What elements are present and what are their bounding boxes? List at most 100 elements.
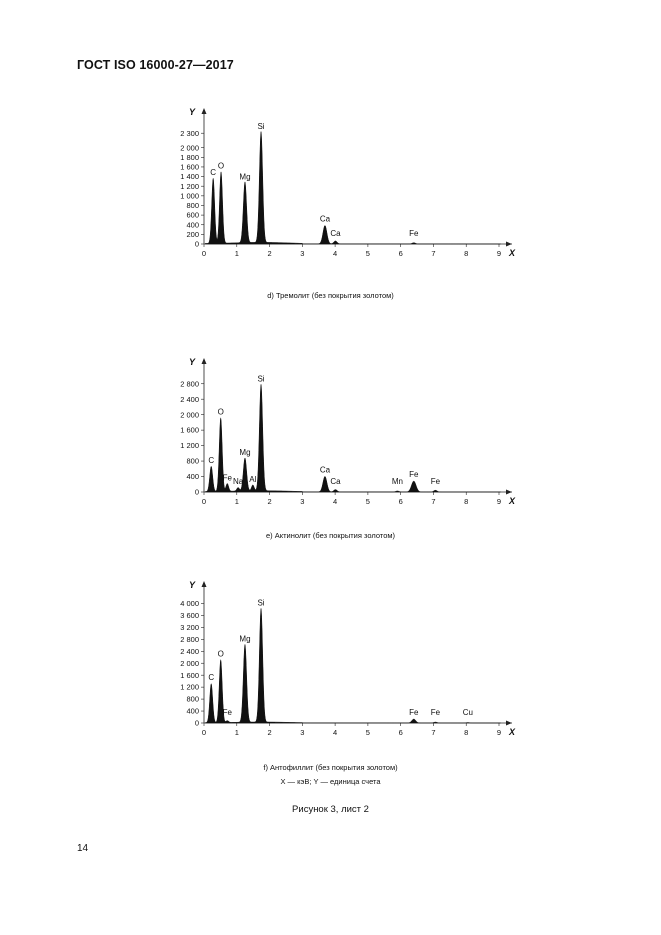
y-tick-label: 1 800 — [180, 153, 199, 162]
x-tick-label: 1 — [235, 497, 239, 506]
y-tick-label: 0 — [195, 719, 199, 728]
y-tick-label: 1 200 — [180, 683, 199, 692]
x-tick-label: 2 — [267, 249, 271, 258]
peak-label-cu: Cu — [463, 708, 473, 717]
y-tick-label: 1 000 — [180, 191, 199, 200]
x-tick-label: 7 — [431, 728, 435, 737]
peak-label-o: O — [218, 162, 224, 171]
x-tick-label: 0 — [202, 249, 206, 258]
y-axis-label: Y — [189, 580, 196, 590]
x-tick-label: 0 — [202, 497, 206, 506]
y-tick-label: 800 — [186, 695, 199, 704]
peak-label-mg: Mg — [239, 172, 250, 181]
peak-label-si: Si — [257, 598, 264, 607]
peak-label-mg: Mg — [239, 634, 250, 643]
peak-label-ca: Ca — [330, 229, 341, 238]
x-tick-label: 7 — [431, 497, 435, 506]
spectrum-trace — [205, 608, 501, 724]
figure-title: Рисунок 3, лист 2 — [292, 804, 369, 815]
y-tick-label: 2 800 — [180, 379, 199, 388]
peak-label-fe: Fe — [409, 470, 419, 479]
chart-caption-actinolite: e) Актинолит (без покрытия золотом) — [265, 531, 396, 540]
y-axis-label: Y — [189, 357, 196, 367]
x-axis-label: X — [508, 727, 516, 737]
peak-label-na: Na — [233, 477, 244, 486]
y-tick-label: 2 400 — [180, 395, 199, 404]
spectrum-trace — [205, 131, 501, 245]
y-tick-label: 0 — [195, 240, 199, 249]
y-tick-label: 0 — [195, 488, 199, 497]
y-tick-label: 3 200 — [180, 623, 199, 632]
y-tick-label: 600 — [186, 211, 199, 220]
x-tick-label: 6 — [399, 497, 403, 506]
y-tick-label: 4 000 — [180, 599, 199, 608]
x-tick-label: 0 — [202, 728, 206, 737]
y-axis-label: Y — [189, 107, 196, 117]
x-tick-label: 9 — [497, 249, 501, 258]
y-tick-label: 400 — [186, 707, 199, 716]
peak-label-fe: Fe — [223, 708, 233, 717]
peak-label-mg: Mg — [239, 448, 250, 457]
x-tick-label: 8 — [464, 728, 468, 737]
y-tick-label: 800 — [186, 457, 199, 466]
x-tick-label: 4 — [333, 249, 337, 258]
peak-label-fe: Fe — [409, 229, 419, 238]
x-tick-label: 9 — [497, 497, 501, 506]
peak-label-si: Si — [257, 375, 264, 384]
x-tick-label: 3 — [300, 497, 304, 506]
x-tick-label: 5 — [366, 728, 370, 737]
y-tick-label: 400 — [186, 472, 199, 481]
chart-caption-tremolite: d) Тремолит (без покрытия золотом) — [267, 291, 394, 300]
peak-label-fe: Fe — [223, 473, 233, 482]
peak-label-ca: Ca — [330, 477, 341, 486]
x-tick-label: 3 — [300, 728, 304, 737]
axis-units-note: X — кэВ; Y — единица счета — [280, 777, 381, 786]
x-tick-label: 4 — [333, 497, 337, 506]
x-axis-arrow — [506, 489, 512, 495]
x-tick-label: 8 — [464, 249, 468, 258]
y-tick-label: 400 — [186, 220, 199, 229]
y-axis-arrow — [201, 581, 207, 587]
peak-label-fe: Fe — [431, 708, 441, 717]
y-tick-label: 200 — [186, 230, 199, 239]
y-tick-label: 3 600 — [180, 611, 199, 620]
x-tick-label: 2 — [267, 728, 271, 737]
y-tick-label: 1 600 — [180, 671, 199, 680]
y-tick-label: 2 800 — [180, 635, 199, 644]
peak-label-fe: Fe — [409, 708, 419, 717]
peak-label-ca: Ca — [320, 466, 331, 475]
y-axis-arrow — [201, 108, 207, 114]
peak-label-si: Si — [257, 122, 264, 131]
y-tick-label: 2 000 — [180, 659, 199, 668]
peak-label-fe: Fe — [431, 477, 441, 486]
x-axis-label: X — [508, 248, 516, 258]
x-tick-label: 5 — [366, 249, 370, 258]
x-tick-label: 1 — [235, 249, 239, 258]
document-header: ГОСТ ISO 16000-27—2017 — [77, 58, 234, 72]
peak-label-al: Al — [249, 475, 256, 484]
x-axis-label: X — [508, 496, 516, 506]
page-number: 14 — [77, 843, 89, 854]
spectrum-chart-anthophyllite: Y X 0 400 800 1 200 1 600 2 000 2 400 2 800 3 200 3… — [180, 580, 516, 737]
x-axis-arrow — [506, 720, 512, 726]
y-tick-label: 800 — [186, 201, 199, 210]
peak-label-c: C — [208, 673, 214, 682]
y-tick-label: 1 600 — [180, 426, 199, 435]
y-tick-label: 1 200 — [180, 441, 199, 450]
x-tick-label: 6 — [399, 728, 403, 737]
peak-label-ca: Ca — [320, 215, 331, 224]
x-tick-label: 2 — [267, 497, 271, 506]
y-tick-label: 2 000 — [180, 410, 199, 419]
y-tick-label: 1 200 — [180, 182, 199, 191]
peak-label-mn: Mn — [392, 477, 403, 486]
y-tick-label: 2 000 — [180, 143, 199, 152]
peak-label-o: O — [218, 649, 224, 658]
x-axis-arrow — [506, 241, 512, 247]
x-tick-label: 4 — [333, 728, 337, 737]
y-tick-label: 1 600 — [180, 163, 199, 172]
spectrum-chart-actinolite: Y X 0 400 800 1 200 1 600 2 000 2 400 2 800 0 1 2 3 4 5… — [180, 357, 516, 506]
x-tick-label: 8 — [464, 497, 468, 506]
x-tick-label: 1 — [235, 728, 239, 737]
spectrum-trace — [205, 384, 501, 493]
